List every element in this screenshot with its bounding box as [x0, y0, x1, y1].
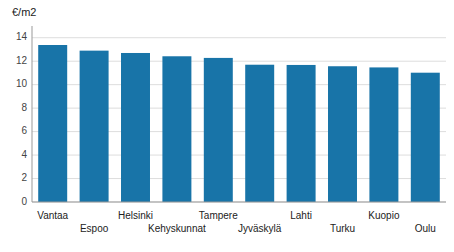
y-axis-line	[32, 26, 33, 202]
x-tick-label: Tampere	[199, 210, 238, 221]
y-tick-label: 6	[21, 125, 27, 136]
bar	[411, 73, 440, 202]
bar	[328, 66, 357, 202]
bar	[369, 67, 398, 202]
y-axis: 0 2 4 6 8 10 12 14	[16, 26, 446, 207]
x-axis: Vantaa Espoo Helsinki Kehyskunnat TampereJyv…	[37, 210, 436, 234]
x-tick-label: Jyväskylä	[238, 223, 282, 234]
x-tick-label: Helsinki	[118, 210, 153, 221]
x-tick-label: Kuopio	[368, 210, 400, 221]
x-tick-label: Vantaa	[37, 210, 68, 221]
y-tick-label: 4	[21, 149, 27, 160]
grid-line	[32, 202, 446, 203]
x-axis-line	[32, 202, 446, 203]
y-tick-label: 8	[21, 102, 27, 113]
grid-line	[32, 37, 446, 38]
bar	[38, 45, 67, 202]
bar	[121, 53, 150, 202]
y-tick-label: 12	[16, 55, 28, 66]
bar	[245, 65, 274, 202]
x-tick-label: Oulu	[415, 223, 436, 234]
x-tick-label: Espoo	[80, 223, 109, 234]
chart-container: 0 2 4 6 8 10 12 14 Vantaa Espoo Helsinki Kehyskunna…	[0, 0, 454, 252]
x-tick-label: Kehyskunnat	[148, 223, 206, 234]
bar	[287, 65, 316, 202]
bar	[80, 51, 109, 202]
chart: 0 2 4 6 8 10 12 14 Vantaa Espoo Helsinki Kehyskunna…	[0, 0, 454, 252]
bar	[162, 56, 191, 202]
y-axis-label: €/m2	[12, 6, 36, 18]
y-tick-label: 14	[16, 31, 28, 42]
bar	[204, 58, 233, 202]
y-tick-label: 2	[21, 172, 27, 183]
y-tick-label: 0	[21, 196, 27, 207]
bars	[38, 45, 440, 202]
y-tick-label: 10	[16, 78, 28, 89]
x-tick-label: Lahti	[290, 210, 312, 221]
x-tick-label: Turku	[330, 223, 355, 234]
